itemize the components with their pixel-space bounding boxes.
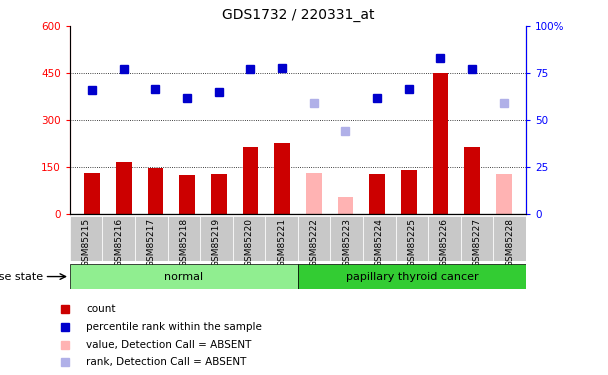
Bar — [116, 162, 132, 214]
Text: GSM85217: GSM85217 — [147, 218, 156, 267]
Text: GSM85225: GSM85225 — [407, 218, 416, 267]
Bar — [337, 196, 353, 214]
Bar — [103, 216, 135, 261]
Bar — [493, 216, 526, 261]
Bar — [70, 216, 103, 261]
Text: GSM85221: GSM85221 — [277, 218, 286, 267]
Bar — [428, 216, 461, 261]
Bar — [148, 168, 164, 214]
Bar — [211, 174, 227, 214]
Bar — [396, 216, 428, 261]
Text: papillary thyroid cancer: papillary thyroid cancer — [345, 272, 478, 282]
Bar — [70, 264, 298, 289]
Bar — [274, 144, 290, 214]
Title: GDS1732 / 220331_at: GDS1732 / 220331_at — [222, 9, 374, 22]
Bar — [243, 147, 258, 214]
Text: GSM85224: GSM85224 — [375, 218, 384, 267]
Text: GSM85219: GSM85219 — [212, 218, 221, 267]
Text: count: count — [86, 304, 116, 314]
Text: percentile rank within the sample: percentile rank within the sample — [86, 322, 262, 332]
Text: value, Detection Call = ABSENT: value, Detection Call = ABSENT — [86, 339, 252, 350]
Text: GSM85227: GSM85227 — [472, 218, 482, 267]
Bar — [135, 216, 168, 261]
Text: GSM85223: GSM85223 — [342, 218, 351, 267]
Text: GSM85218: GSM85218 — [179, 218, 188, 267]
Bar — [306, 173, 322, 214]
Text: GSM85222: GSM85222 — [309, 218, 319, 267]
Bar — [233, 216, 265, 261]
Text: disease state: disease state — [0, 272, 43, 282]
Bar — [461, 216, 493, 261]
Bar — [298, 264, 526, 289]
Bar — [84, 173, 100, 214]
Text: rank, Detection Call = ABSENT: rank, Detection Call = ABSENT — [86, 357, 246, 368]
Text: GSM85228: GSM85228 — [505, 218, 514, 267]
Text: GSM85215: GSM85215 — [81, 218, 91, 267]
Text: GSM85216: GSM85216 — [114, 218, 123, 267]
Bar — [265, 216, 298, 261]
Bar — [432, 73, 448, 214]
Bar — [200, 216, 233, 261]
Bar — [298, 216, 331, 261]
Text: GSM85220: GSM85220 — [244, 218, 254, 267]
Bar — [168, 216, 200, 261]
Bar — [464, 147, 480, 214]
Bar — [369, 174, 385, 214]
Bar — [331, 216, 363, 261]
Bar — [401, 170, 416, 214]
Bar — [179, 175, 195, 214]
Bar — [363, 216, 396, 261]
Bar — [496, 174, 512, 214]
Text: normal: normal — [164, 272, 204, 282]
Text: GSM85226: GSM85226 — [440, 218, 449, 267]
